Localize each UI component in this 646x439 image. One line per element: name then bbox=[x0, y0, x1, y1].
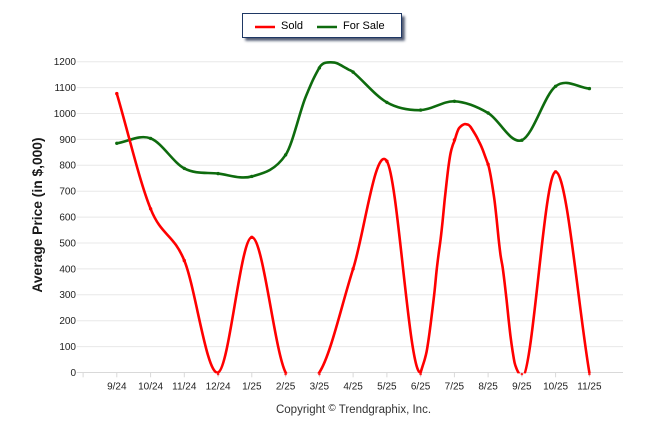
svg-text:500: 500 bbox=[59, 238, 76, 249]
svg-text:900: 900 bbox=[59, 135, 76, 146]
svg-text:0: 0 bbox=[70, 368, 76, 379]
svg-text:100: 100 bbox=[59, 342, 76, 353]
svg-text:700: 700 bbox=[59, 187, 76, 198]
svg-text:3/25: 3/25 bbox=[310, 382, 330, 393]
svg-text:6/25: 6/25 bbox=[411, 382, 431, 393]
svg-text:5/25: 5/25 bbox=[377, 382, 397, 393]
svg-text:9/25: 9/25 bbox=[512, 382, 532, 393]
svg-text:4/25: 4/25 bbox=[343, 382, 363, 393]
svg-text:400: 400 bbox=[59, 264, 76, 275]
svg-text:1200: 1200 bbox=[54, 57, 77, 68]
svg-text:11/24: 11/24 bbox=[172, 382, 197, 393]
svg-text:300: 300 bbox=[59, 290, 76, 301]
svg-text:800: 800 bbox=[59, 161, 76, 172]
svg-text:10/24: 10/24 bbox=[138, 382, 163, 393]
svg-text:1/25: 1/25 bbox=[242, 382, 262, 393]
svg-text:7/25: 7/25 bbox=[445, 382, 465, 393]
svg-text:1000: 1000 bbox=[54, 109, 77, 120]
svg-text:10/25: 10/25 bbox=[543, 382, 568, 393]
svg-text:12/24: 12/24 bbox=[206, 382, 231, 393]
svg-text:8/25: 8/25 bbox=[478, 382, 498, 393]
svg-text:11/25: 11/25 bbox=[577, 382, 602, 393]
svg-text:600: 600 bbox=[59, 213, 76, 224]
svg-text:9/24: 9/24 bbox=[107, 382, 127, 393]
svg-text:2/25: 2/25 bbox=[276, 382, 296, 393]
svg-text:1100: 1100 bbox=[54, 83, 76, 94]
svg-text:200: 200 bbox=[59, 316, 76, 327]
